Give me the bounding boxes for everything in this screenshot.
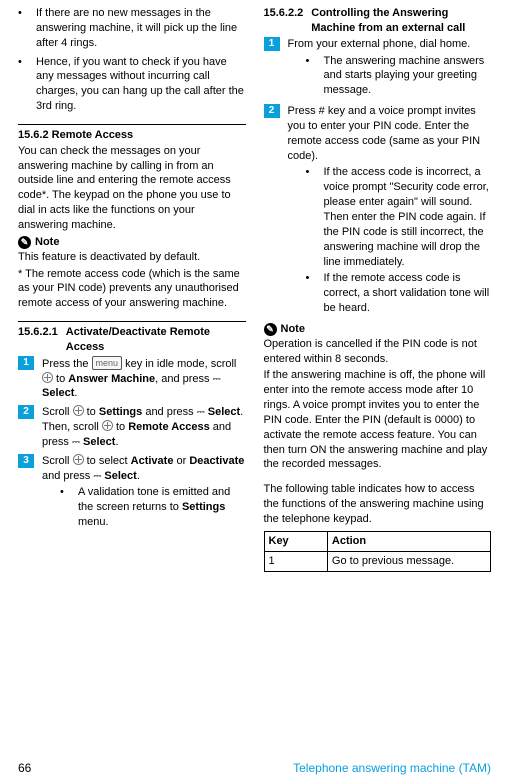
right-column: 15.6.2.2 Controlling the Answering Machi… <box>264 6 492 741</box>
step-number-icon: 2 <box>264 104 280 118</box>
sub-bullet-text: If the remote access code is correct, a … <box>324 271 492 316</box>
nav-key-icon <box>42 372 53 383</box>
subsection-heading-15622: 15.6.2.2 Controlling the Answering Machi… <box>264 6 492 36</box>
rstep1-sub: The answering machine answers and starts… <box>288 54 492 99</box>
table-cell-key: 1 <box>264 551 327 571</box>
page-footer: 66 Telephone answering machine (TAM) <box>18 760 491 776</box>
step-number-icon: 2 <box>18 405 34 419</box>
step-body: From your external phone, dial home. The… <box>288 37 492 100</box>
note-icon: ✎ <box>18 236 31 249</box>
section-divider <box>18 321 246 322</box>
right-steps-list: 1 From your external phone, dial home. T… <box>264 37 492 318</box>
subsection-number: 15.6.2.1 <box>18 325 58 355</box>
softkey-icon: ⎓ <box>93 470 101 484</box>
section-heading-1562: 15.6.2 Remote Access <box>18 128 246 143</box>
table-head-action: Action <box>327 531 490 551</box>
step-body: Scroll to Settings and press ⎓ Select. T… <box>42 405 246 450</box>
note-body: If the answering machine is off, the pho… <box>264 368 492 472</box>
softkey-icon: ⎓ <box>213 373 221 387</box>
two-column-layout: If there are no new messages in the answ… <box>18 6 491 741</box>
section-body-1562: You can check the messages on your answe… <box>18 144 246 233</box>
key-action-table: Key Action 1 Go to previous message. <box>264 531 492 572</box>
step-number-icon: 3 <box>18 454 34 468</box>
intro-bullets: If there are no new messages in the answ… <box>18 6 246 114</box>
note-label: Note <box>35 235 59 250</box>
step3-sub-list: A validation tone is emitted and the scr… <box>42 485 246 530</box>
subsection-heading-15621: 15.6.2.1 Activate/Deactivate Remote Acce… <box>18 325 246 355</box>
softkey-icon: ⎓ <box>72 436 80 450</box>
note-row-right: ✎ Note <box>264 322 492 337</box>
footer-caption: Telephone answering machine (TAM) <box>293 760 491 776</box>
softkey-icon: ⎓ <box>197 406 205 420</box>
step-number-icon: 1 <box>264 37 280 51</box>
note-line: * The remote access code (which is the s… <box>18 267 246 312</box>
bullet-text: Hence, if you want to check if you have … <box>36 55 246 114</box>
note-label: Note <box>281 322 305 337</box>
page-number: 66 <box>18 760 31 776</box>
left-column: If there are no new messages in the answ… <box>18 6 246 741</box>
note-line: This feature is deactivated by default. <box>18 250 246 265</box>
step-body: Scroll to select Activate or Deactivate … <box>42 454 246 532</box>
steps-list: 1 Press the menu key in idle mode, scrol… <box>18 356 246 532</box>
step-body: Press the menu key in idle mode, scroll … <box>42 356 246 402</box>
note-icon: ✎ <box>264 323 277 336</box>
section-divider <box>18 124 246 125</box>
sub-bullet-text: A validation tone is emitted and the scr… <box>78 485 246 530</box>
nav-key-icon <box>73 454 84 465</box>
table-cell-action: Go to previous message. <box>327 551 490 571</box>
sub-bullet-text: The answering machine answers and starts… <box>324 54 492 99</box>
note-row: ✎ Note <box>18 235 246 250</box>
step-body: Press # key and a voice prompt invites y… <box>288 104 492 318</box>
subsection-number: 15.6.2.2 <box>264 6 304 36</box>
step-number-icon: 1 <box>18 356 34 370</box>
nav-key-icon <box>102 420 113 431</box>
nav-key-icon <box>73 405 84 416</box>
subsection-title: Controlling the Answering Machine from a… <box>311 6 491 36</box>
bullet-text: If there are no new messages in the answ… <box>36 6 246 51</box>
sub-bullet-text: If the access code is incorrect, a voice… <box>324 165 492 269</box>
table-head-key: Key <box>264 531 327 551</box>
subsection-title: Activate/Deactivate Remote Access <box>66 325 246 355</box>
note-body: Operation is cancelled if the PIN code i… <box>264 337 492 367</box>
rstep2-sub: If the access code is incorrect, a voice… <box>288 165 492 315</box>
menu-key-icon: menu <box>92 356 123 370</box>
table-intro: The following table indicates how to acc… <box>264 482 492 527</box>
